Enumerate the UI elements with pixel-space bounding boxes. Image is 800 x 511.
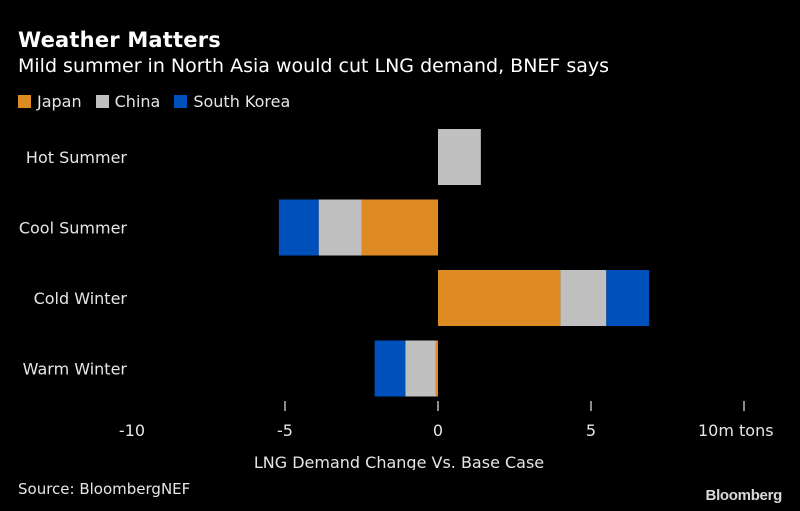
source-note: Source: BloombergNEF [18, 480, 191, 498]
bar-cool-summer-china [318, 199, 362, 256]
x-axis-label: LNG Demand Change Vs. Base Case [254, 453, 544, 470]
bar-warm-winter-china [405, 340, 436, 397]
bar-cold-winter-china [560, 270, 607, 326]
chart-subtitle: Mild summer in North Asia would cut LNG … [18, 55, 610, 77]
legend-label: China [114, 92, 161, 111]
legend-label: Japan [37, 92, 82, 111]
legend-item-china: China [95, 92, 161, 111]
legend-swatch [95, 95, 109, 108]
legend: Japan China South Korea [18, 92, 304, 111]
x-tick-label: -10 [119, 421, 145, 440]
category-label: Cold Winter [34, 289, 128, 308]
chart-title: Weather Matters [18, 28, 221, 52]
x-tick-label: 5 [586, 421, 596, 440]
category-label: Hot Summer [26, 148, 127, 167]
bar-cool-summer-south-korea [278, 199, 319, 256]
bar-cool-summer-japan [361, 199, 438, 256]
chart-plot: Hot Summer Cool Summer Cold Winter Warm Win… [19, 129, 774, 470]
bloomberg-logo: Bloomberg [705, 487, 783, 504]
bar-warm-winter-japan [435, 340, 438, 397]
bar-warm-winter-south-korea [374, 340, 406, 397]
bar-cold-winter-japan [438, 270, 561, 326]
legend-swatch [174, 95, 188, 108]
category-label: Warm Winter [23, 360, 128, 379]
legend-item-south-korea: South Korea [174, 92, 290, 111]
bar-hot-summer-china [438, 129, 481, 185]
category-label: Cool Summer [19, 219, 128, 238]
x-tick-label: -5 [277, 421, 293, 440]
x-tick-label: 10m tons [698, 421, 774, 440]
legend-swatch [18, 95, 31, 108]
x-tick-label: 0 [433, 421, 443, 440]
legend-label: South Korea [193, 92, 291, 111]
bar-cold-winter-south-korea [606, 270, 650, 326]
legend-item-japan: Japan [18, 92, 82, 111]
